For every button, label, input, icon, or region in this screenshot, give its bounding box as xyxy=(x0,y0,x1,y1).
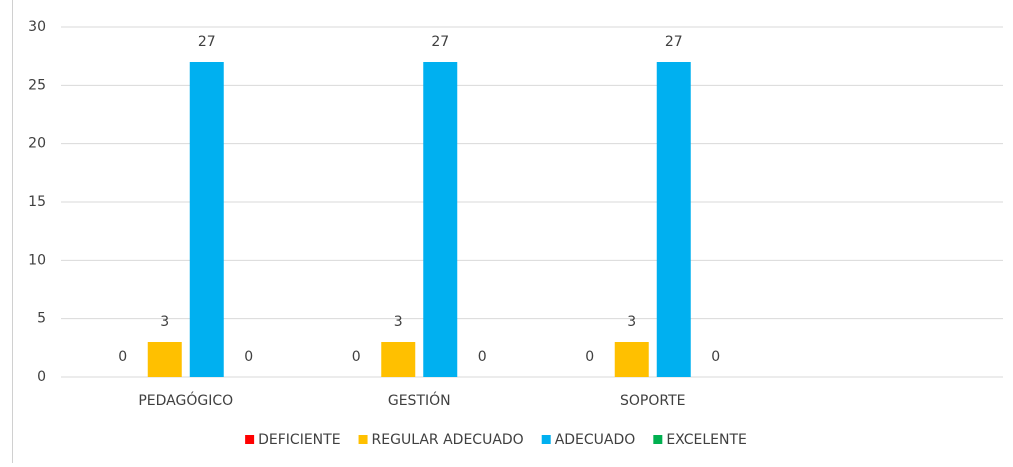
value-label: 0 xyxy=(244,349,253,365)
y-tick-label: 5 xyxy=(37,311,46,327)
y-tick-label: 20 xyxy=(28,136,46,152)
y-tick-label: 25 xyxy=(28,77,46,93)
y-tick-label: 30 xyxy=(28,19,46,35)
x-tick-label: PEDAGÓGICO xyxy=(138,391,233,409)
bar xyxy=(423,62,458,377)
value-label: 0 xyxy=(352,349,361,365)
x-tick-label: SOPORTE xyxy=(620,393,685,409)
value-label: 3 xyxy=(394,314,403,330)
bar xyxy=(147,342,182,377)
value-label: 0 xyxy=(585,349,594,365)
legend-label: EXCELENTE xyxy=(666,432,747,448)
value-label: 27 xyxy=(431,34,449,50)
value-label: 3 xyxy=(627,314,636,330)
bar xyxy=(614,342,649,377)
value-label: 27 xyxy=(665,34,683,50)
legend-swatch xyxy=(653,435,663,444)
y-tick-label: 10 xyxy=(28,252,46,268)
legend-label: ADECUADO xyxy=(555,432,636,448)
value-label: 0 xyxy=(478,349,487,365)
legend-label: DEFICIENTE xyxy=(258,432,340,448)
bar xyxy=(189,62,224,377)
bar xyxy=(656,62,691,377)
legend-swatch xyxy=(245,435,255,444)
value-label: 0 xyxy=(118,349,127,365)
value-label: 0 xyxy=(711,349,720,365)
legend-swatch xyxy=(541,435,551,444)
value-label: 3 xyxy=(160,314,169,330)
bar xyxy=(381,342,416,377)
x-tick-label: GESTIÓN xyxy=(388,391,451,409)
legend-label: REGULAR ADECUADO xyxy=(372,432,524,448)
y-tick-label: 15 xyxy=(28,194,46,210)
value-label: 27 xyxy=(198,34,216,50)
y-tick-label: 0 xyxy=(37,369,46,385)
legend-swatch xyxy=(358,435,368,444)
